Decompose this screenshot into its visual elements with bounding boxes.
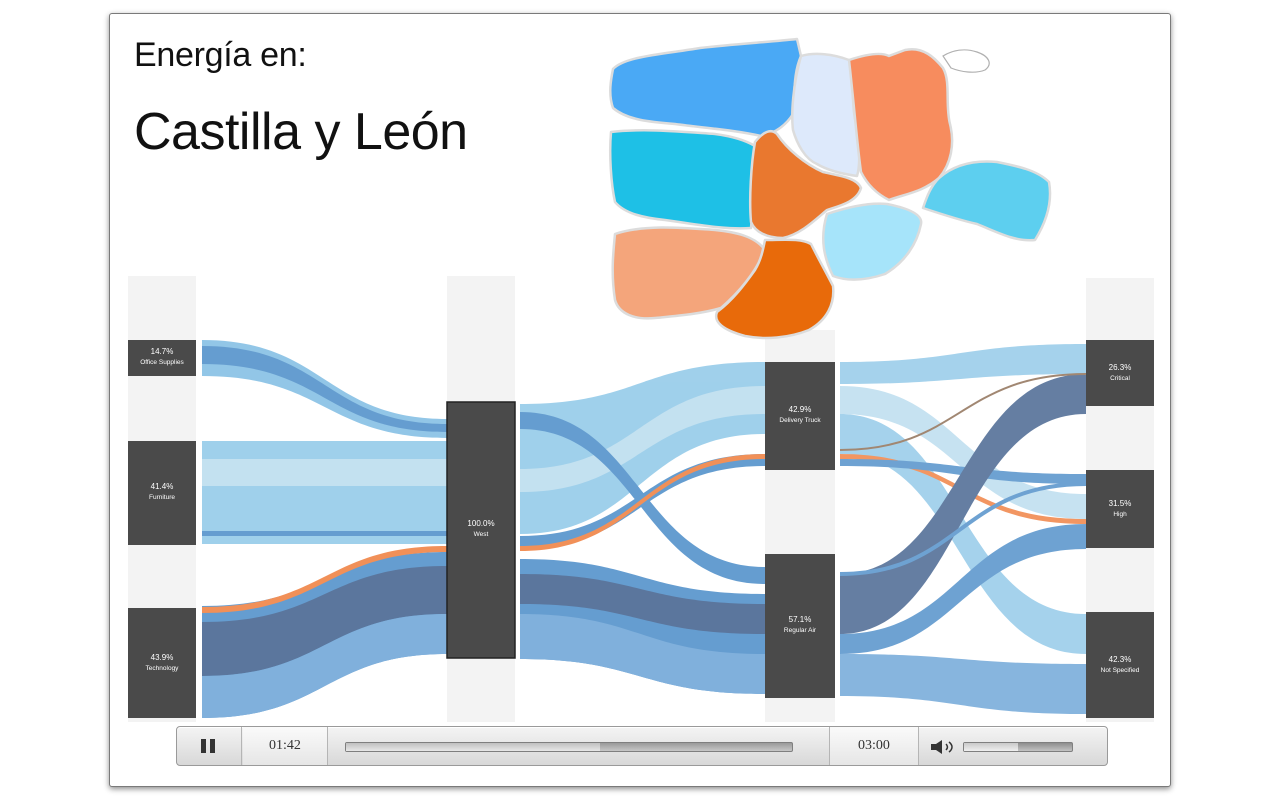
province-valladolid[interactable] bbox=[748, 130, 863, 240]
province-segovia[interactable] bbox=[821, 202, 923, 281]
node-office-supplies-label: Office Supplies bbox=[140, 359, 184, 366]
province-burgos[interactable] bbox=[847, 47, 954, 202]
node-west[interactable] bbox=[446, 401, 516, 659]
node-technology[interactable] bbox=[128, 608, 196, 718]
volume-slider[interactable] bbox=[963, 742, 1073, 752]
pause-icon bbox=[201, 739, 215, 753]
flows-ship-mode-to-priority bbox=[839, 344, 1087, 714]
elapsed-time: 01:42 bbox=[243, 727, 328, 765]
pause-button[interactable] bbox=[177, 727, 242, 765]
node-critical-pct: 26.3% bbox=[1109, 363, 1132, 372]
volume-slider-fill bbox=[964, 743, 1018, 751]
node-furniture-label: Furniture bbox=[149, 494, 175, 501]
node-critical-label: Critical bbox=[1110, 375, 1130, 382]
node-not-specified-label: Not Specified bbox=[1101, 667, 1140, 674]
node-office-supplies-pct: 14.7% bbox=[151, 347, 174, 356]
total-time: 03:00 bbox=[829, 727, 919, 765]
province-leon[interactable] bbox=[609, 37, 803, 138]
sankey-diagram: 14.7% Office Supplies 41.4% Furniture 43… bbox=[128, 276, 1154, 722]
media-player-bar: 01:42 03:00 bbox=[176, 726, 1108, 766]
province-soria[interactable] bbox=[921, 160, 1052, 242]
province-avila[interactable] bbox=[714, 238, 835, 340]
node-not-specified[interactable] bbox=[1086, 612, 1154, 718]
node-high-pct: 31.5% bbox=[1109, 499, 1132, 508]
slide-title: Castilla y León bbox=[134, 103, 468, 161]
seek-bar[interactable] bbox=[345, 742, 793, 752]
node-office-supplies[interactable] bbox=[128, 340, 196, 376]
speaker-icon[interactable] bbox=[929, 739, 959, 755]
node-critical[interactable] bbox=[1086, 340, 1154, 406]
slide-frame: 14.7% Office Supplies 41.4% Furniture 43… bbox=[109, 13, 1171, 787]
node-delivery-truck-pct: 42.9% bbox=[789, 405, 812, 414]
node-delivery-truck-label: Delivery Truck bbox=[779, 417, 821, 424]
enclave-outline bbox=[942, 49, 990, 73]
node-high-label: High bbox=[1113, 511, 1127, 518]
node-technology-pct: 43.9% bbox=[151, 653, 174, 662]
node-regular-air-pct: 57.1% bbox=[789, 615, 812, 624]
node-technology-label: Technology bbox=[146, 665, 180, 672]
node-west-label: West bbox=[474, 531, 489, 538]
province-zamora[interactable] bbox=[608, 129, 757, 230]
node-regular-air[interactable] bbox=[765, 554, 835, 698]
seek-bar-fill bbox=[346, 743, 601, 751]
node-furniture[interactable] bbox=[128, 441, 196, 545]
slide-subtitle: Energía en: bbox=[134, 36, 307, 74]
node-high[interactable] bbox=[1086, 470, 1154, 548]
node-not-specified-pct: 42.3% bbox=[1109, 655, 1132, 664]
castilla-y-leon-map bbox=[608, 37, 1052, 340]
node-delivery-truck[interactable] bbox=[765, 362, 835, 470]
flows-region-to-ship-mode bbox=[520, 362, 765, 694]
node-west-pct: 100.0% bbox=[467, 519, 494, 528]
flows-category-to-region bbox=[202, 340, 447, 718]
node-regular-air-label: Regular Air bbox=[784, 627, 817, 634]
node-furniture-pct: 41.4% bbox=[151, 482, 174, 491]
